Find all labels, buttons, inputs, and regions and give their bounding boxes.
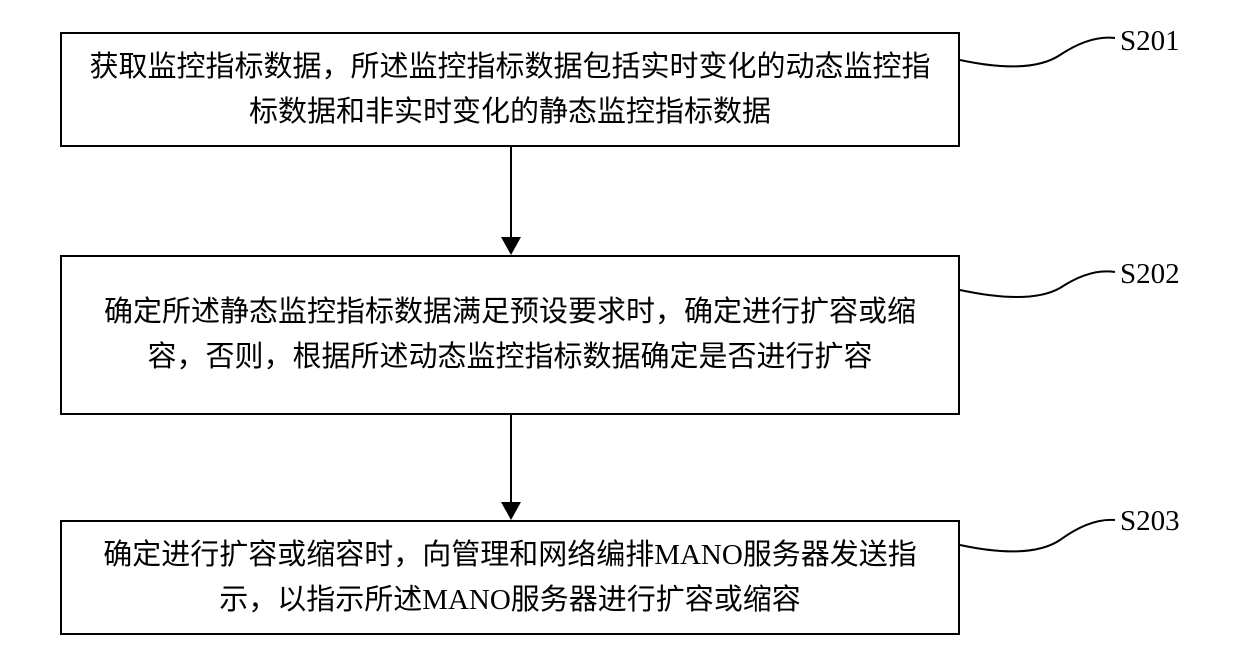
arrow-head-2 bbox=[501, 502, 521, 520]
step-box-s203: 确定进行扩容或缩容时，向管理和网络编排MANO服务器发送指示，以指示所述MANO… bbox=[60, 520, 960, 635]
arrow-line-2 bbox=[510, 415, 512, 502]
step-label-s201: S201 bbox=[1120, 25, 1180, 58]
arrow-head-1 bbox=[501, 237, 521, 255]
arrow-line-1 bbox=[510, 147, 512, 237]
step-label-s202: S202 bbox=[1120, 258, 1180, 291]
step-text-s202: 确定所述静态监控指标数据满足预设要求时，确定进行扩容或缩容，否则，根据所述动态监… bbox=[87, 290, 933, 380]
step-text-s203: 确定进行扩容或缩容时，向管理和网络编排MANO服务器发送指示，以指示所述MANO… bbox=[87, 533, 933, 623]
flowchart-container: 获取监控指标数据，所述监控指标数据包括实时变化的动态监控指标数据和非实时变化的静… bbox=[0, 0, 1240, 671]
step-text-s201: 获取监控指标数据，所述监控指标数据包括实时变化的动态监控指标数据和非实时变化的静… bbox=[87, 45, 933, 135]
step-box-s201: 获取监控指标数据，所述监控指标数据包括实时变化的动态监控指标数据和非实时变化的静… bbox=[60, 32, 960, 147]
step-box-s202: 确定所述静态监控指标数据满足预设要求时，确定进行扩容或缩容，否则，根据所述动态监… bbox=[60, 255, 960, 415]
step-label-s203: S203 bbox=[1120, 505, 1180, 538]
